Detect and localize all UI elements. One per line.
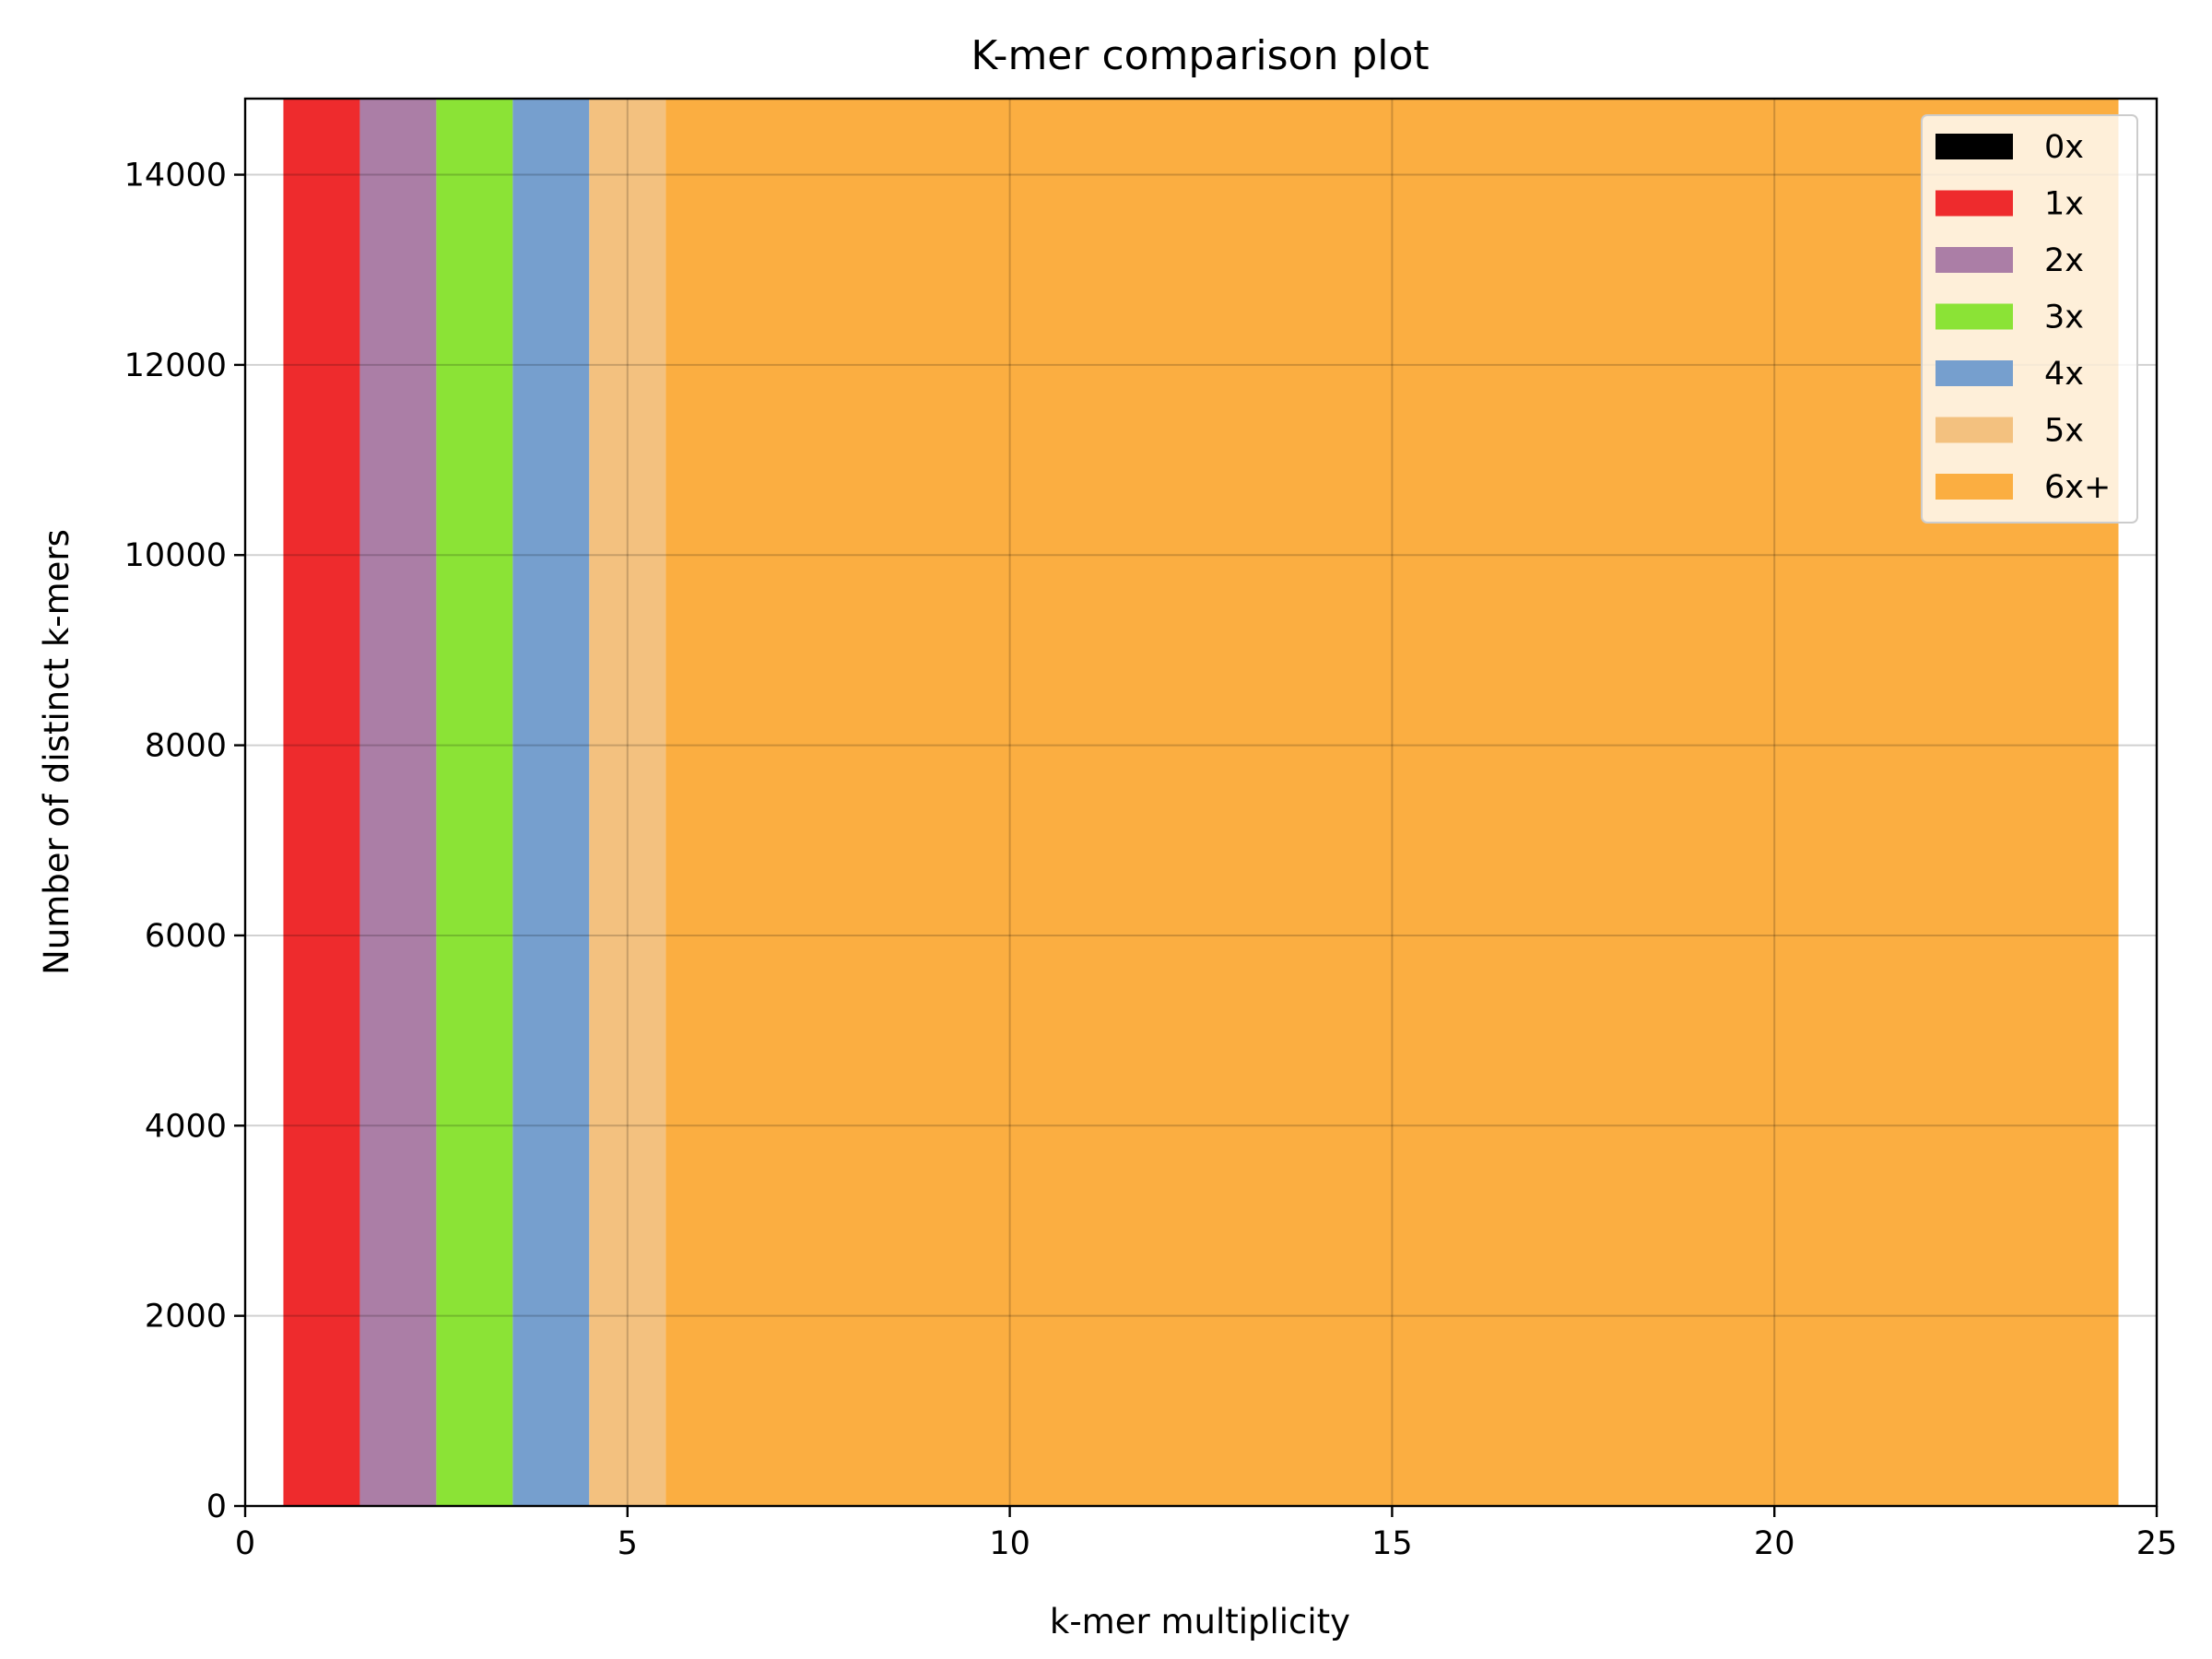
y-tick-label: 14000 bbox=[124, 158, 227, 194]
x-tick-label: 20 bbox=[1754, 1525, 1795, 1562]
legend-label: 5x bbox=[2044, 413, 2084, 450]
y-tick-label: 12000 bbox=[124, 347, 227, 384]
series-area-3x bbox=[436, 99, 513, 1506]
legend-label: 6x+ bbox=[2044, 469, 2111, 506]
y-axis-title: Number of distinct k-mers bbox=[37, 529, 76, 975]
chart-title: K-mer comparison plot bbox=[971, 32, 1429, 79]
y-tick-label: 4000 bbox=[145, 1108, 227, 1145]
legend-swatch bbox=[1936, 134, 2013, 159]
legend-swatch bbox=[1936, 474, 2013, 500]
legend-swatch bbox=[1936, 303, 2013, 330]
series-layer bbox=[283, 99, 2119, 1506]
legend-swatch bbox=[1936, 417, 2013, 443]
axes-layer bbox=[243, 97, 2159, 1508]
legend-swatch bbox=[1936, 247, 2013, 273]
x-tick-label: 0 bbox=[235, 1525, 255, 1562]
legend-label: 2x bbox=[2044, 242, 2084, 279]
legend-label: 4x bbox=[2044, 356, 2084, 393]
y-tick-label: 8000 bbox=[145, 728, 227, 765]
x-axis-title: k-mer multiplicity bbox=[1050, 1602, 1350, 1641]
axes-frame bbox=[243, 97, 2159, 1508]
x-tick-label: 15 bbox=[1371, 1525, 1413, 1562]
y-tick-label: 10000 bbox=[124, 537, 227, 574]
legend-swatch bbox=[1936, 190, 2013, 217]
series-area-1x bbox=[283, 99, 360, 1506]
legend-label: 0x bbox=[2044, 129, 2084, 166]
y-tick-label: 2000 bbox=[145, 1299, 227, 1335]
series-area-4x bbox=[512, 99, 590, 1506]
series-area-5x bbox=[589, 99, 666, 1506]
x-tick-label: 5 bbox=[618, 1525, 638, 1562]
series-area-2x bbox=[359, 99, 437, 1506]
legend-label: 1x bbox=[2044, 186, 2084, 223]
x-tick-label: 25 bbox=[2136, 1525, 2178, 1562]
series-area-6xplus bbox=[665, 99, 2119, 1506]
x-tick-label: 10 bbox=[989, 1525, 1030, 1562]
legend-label: 3x bbox=[2044, 300, 2084, 336]
legend-swatch bbox=[1936, 360, 2013, 386]
y-tick-label: 6000 bbox=[145, 918, 227, 955]
y-tick-label: 0 bbox=[206, 1488, 227, 1525]
ticks-layer: 0 5 10 15 20 25 0 2000 4000 6000 8000 10000 12000 140… bbox=[124, 158, 2178, 1562]
legend: 0x 1x 2x 3x 4x 5x 6x+ bbox=[1921, 114, 2138, 524]
